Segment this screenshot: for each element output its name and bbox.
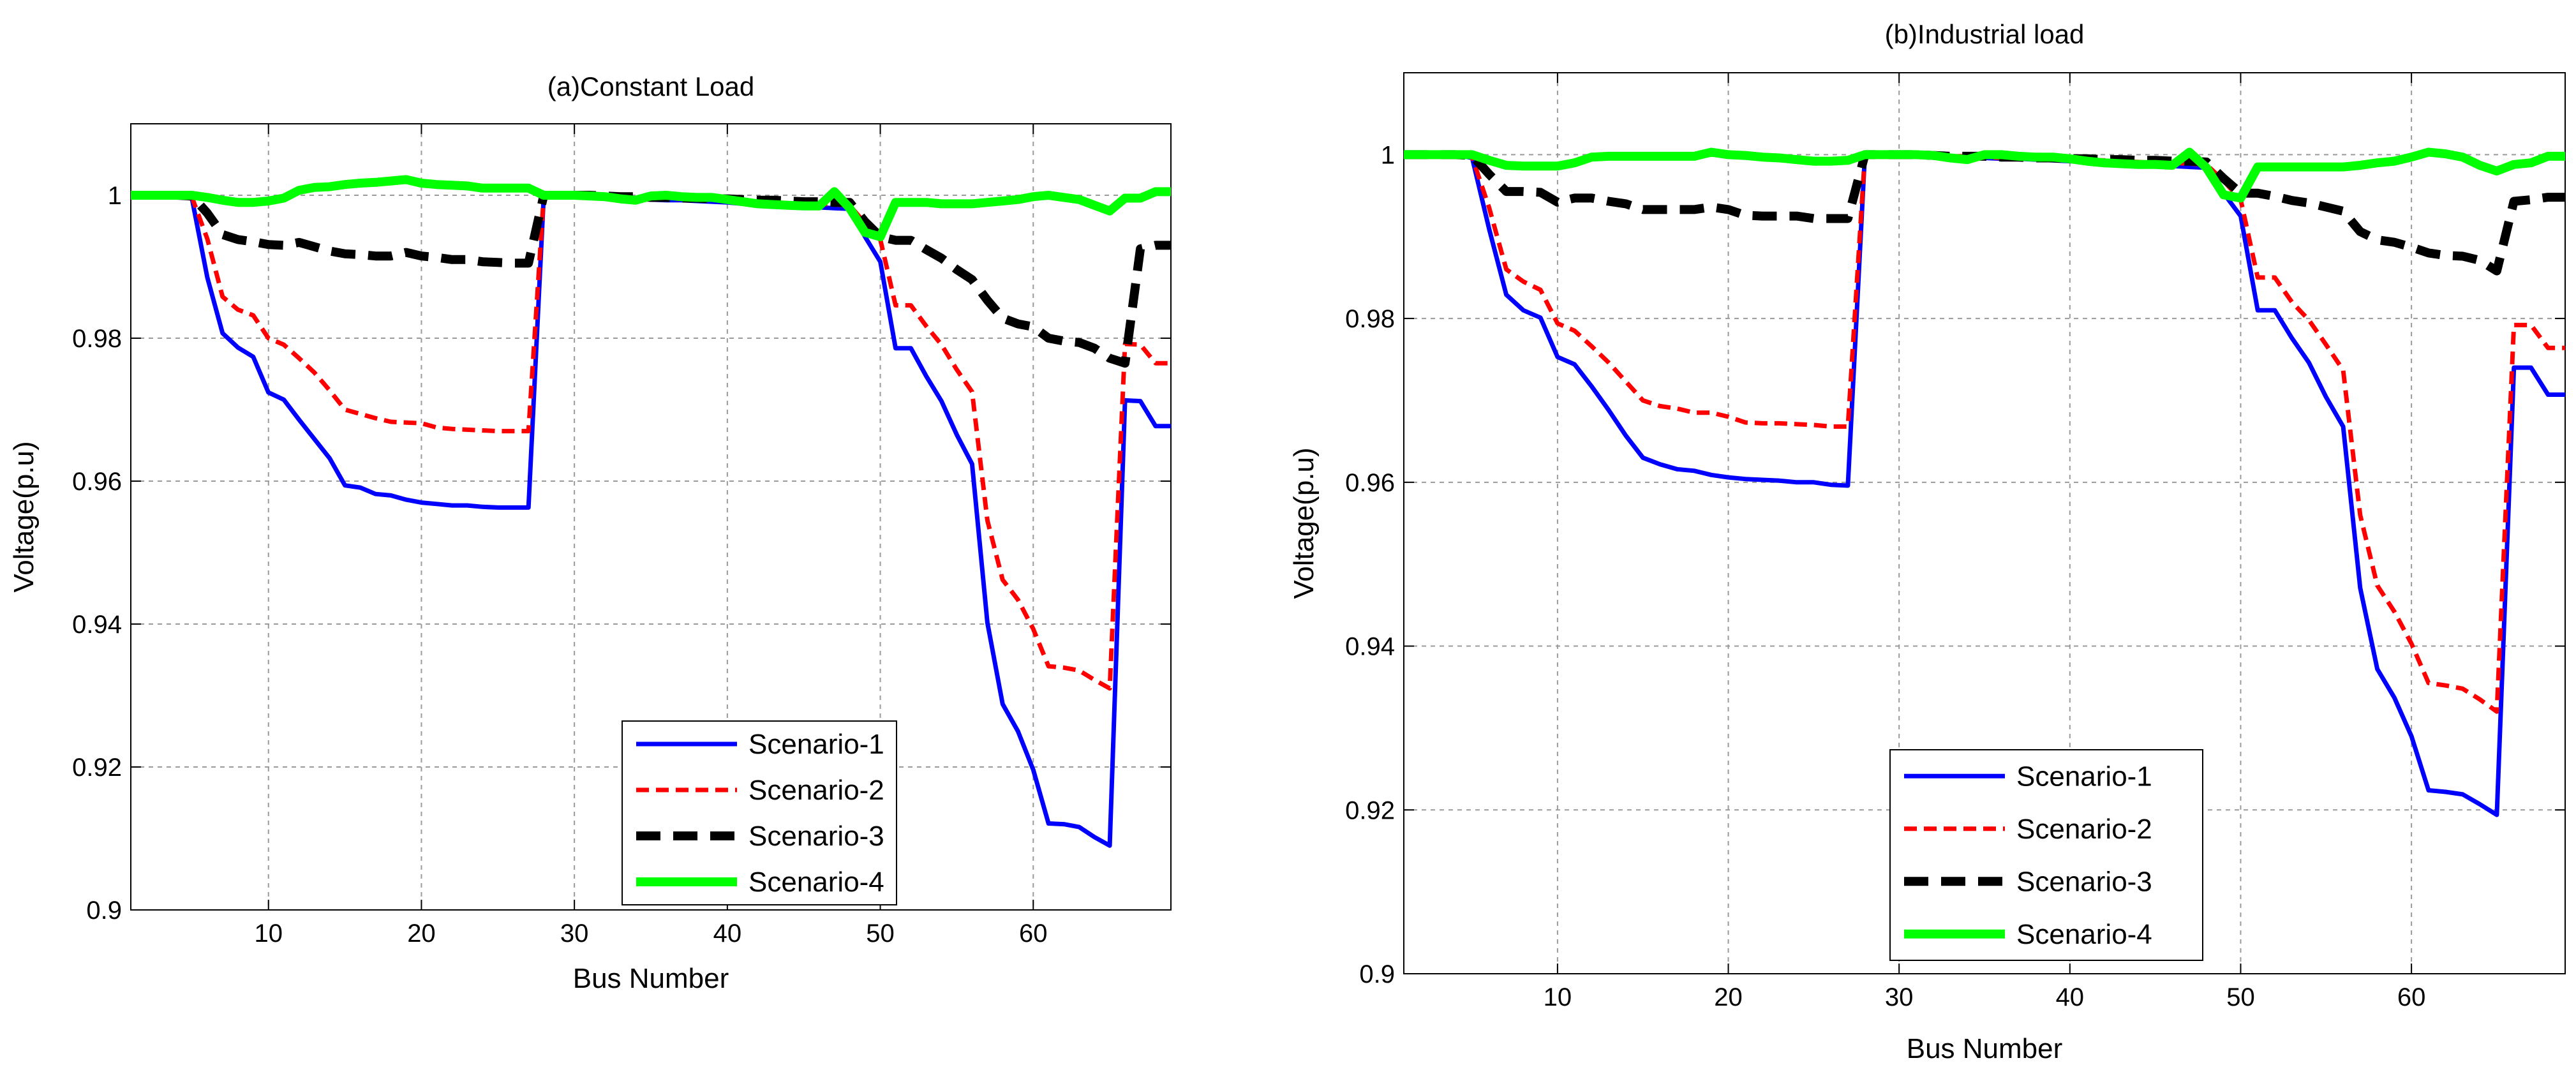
legend-label: Scenario-2 bbox=[2016, 814, 2152, 845]
y-axis-label: Voltage(p.u) bbox=[1288, 447, 1320, 599]
x-tick-label: 10 bbox=[254, 919, 283, 948]
legend-label: Scenario-3 bbox=[748, 821, 884, 852]
x-tick-label: 60 bbox=[2397, 983, 2426, 1011]
legend-label: Scenario-4 bbox=[748, 867, 884, 898]
y-tick-label: 0.94 bbox=[72, 611, 122, 639]
series-line-scenario-2 bbox=[131, 193, 1171, 691]
x-axis-label: Bus Number bbox=[1907, 1033, 2063, 1064]
x-tick-label: 30 bbox=[560, 919, 589, 948]
y-axis-label: Voltage(p.u) bbox=[8, 441, 40, 592]
series-line-scenario-4 bbox=[131, 175, 1171, 241]
y-tick-label: 0.92 bbox=[1345, 796, 1395, 824]
x-tick-label: 40 bbox=[713, 919, 742, 948]
y-tick-label: 0.92 bbox=[72, 754, 122, 782]
y-tick-label: 0.9 bbox=[1359, 960, 1395, 988]
legend-label: Scenario-1 bbox=[2016, 761, 2152, 792]
legend: Scenario-1 Scenario-2 Scenario-3 Scenario-4 bbox=[1889, 749, 2203, 961]
y-tick-label: 0.98 bbox=[72, 325, 122, 353]
y-tick-label: 0.9 bbox=[86, 897, 122, 925]
legend-label: Scenario-3 bbox=[2016, 866, 2152, 897]
y-tick-label: 1 bbox=[108, 182, 122, 210]
chart-b: 10 20 30 40 50 60 0.9 0.92 0.94 0.96 0.98 1 (b)Indus… bbox=[1288, 19, 2566, 1064]
x-tick-label: 40 bbox=[2056, 983, 2085, 1011]
chart-a: 10 20 30 40 50 60 0.9 0.92 0.94 0.96 0.98 1 (a)Const… bbox=[8, 71, 1172, 994]
y-tick-label: 0.94 bbox=[1345, 633, 1395, 661]
x-axis-label: Bus Number bbox=[573, 963, 729, 994]
chart-title: (b)Industrial load bbox=[1885, 19, 2085, 49]
x-tick-label: 10 bbox=[1544, 983, 1572, 1011]
y-tick-label: 0.96 bbox=[1345, 469, 1395, 497]
y-tick-label: 0.96 bbox=[72, 468, 122, 496]
legend-box bbox=[1889, 749, 2203, 961]
x-tick-label: 20 bbox=[407, 919, 436, 948]
legend-label: Scenario-4 bbox=[2016, 919, 2152, 950]
legend: Scenario-1 Scenario-2 Scenario-3 Scenario-4 bbox=[622, 720, 897, 905]
legend-box bbox=[622, 720, 897, 905]
y-tick-label: 0.98 bbox=[1345, 305, 1395, 333]
y-tick-label: 1 bbox=[1381, 141, 1395, 169]
x-tick-label: 20 bbox=[1714, 983, 1743, 1011]
x-tick-label: 50 bbox=[2226, 983, 2255, 1011]
x-tick-label: 30 bbox=[1885, 983, 1914, 1011]
series-line-scenario-4 bbox=[1404, 147, 2565, 203]
legend-label: Scenario-2 bbox=[748, 775, 884, 806]
x-tick-label: 50 bbox=[866, 919, 895, 948]
chart-title: (a)Constant Load bbox=[547, 71, 755, 101]
legend-label: Scenario-1 bbox=[748, 729, 884, 760]
x-tick-label: 60 bbox=[1019, 919, 1048, 948]
